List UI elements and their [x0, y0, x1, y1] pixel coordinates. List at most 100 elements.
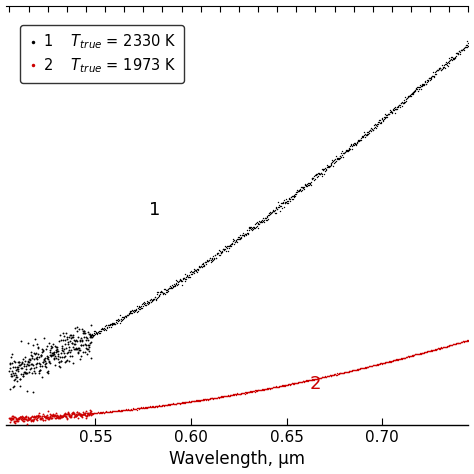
Point — [390, 105, 398, 112]
Point — [221, 245, 228, 252]
Point — [344, 146, 352, 154]
Point — [273, 204, 280, 211]
Point — [297, 378, 304, 386]
Point — [149, 296, 156, 304]
Point — [208, 395, 216, 402]
Point — [59, 412, 66, 419]
Point — [457, 338, 465, 346]
Point — [104, 408, 112, 416]
Point — [24, 358, 31, 365]
Point — [197, 262, 205, 269]
Point — [80, 327, 88, 335]
Point — [354, 137, 361, 145]
Point — [99, 409, 106, 416]
Point — [444, 342, 452, 349]
Point — [45, 358, 53, 366]
Point — [69, 410, 76, 418]
Point — [155, 402, 163, 410]
Point — [63, 410, 70, 418]
Point — [312, 170, 319, 178]
Point — [7, 370, 15, 377]
Point — [396, 356, 403, 363]
Point — [19, 372, 27, 380]
Point — [449, 55, 457, 63]
Point — [407, 352, 415, 359]
Point — [276, 383, 284, 390]
Point — [142, 404, 150, 411]
Point — [251, 225, 258, 232]
Point — [183, 272, 191, 280]
Point — [46, 357, 53, 365]
Point — [26, 415, 33, 423]
Point — [267, 209, 275, 216]
Point — [300, 378, 307, 385]
Point — [149, 295, 157, 302]
Point — [26, 355, 34, 363]
Point — [91, 328, 98, 335]
Point — [171, 401, 179, 408]
Point — [141, 301, 148, 309]
Point — [279, 199, 286, 207]
Point — [48, 342, 55, 349]
Point — [213, 249, 221, 256]
Point — [425, 74, 432, 82]
Point — [153, 290, 161, 298]
Point — [22, 412, 30, 420]
Point — [31, 351, 39, 358]
Point — [128, 406, 136, 414]
Point — [94, 328, 101, 336]
Point — [45, 339, 53, 347]
Point — [133, 303, 141, 310]
Point — [138, 304, 146, 312]
Point — [21, 413, 28, 420]
Point — [59, 347, 66, 355]
Point — [123, 406, 131, 414]
Point — [233, 390, 241, 397]
Point — [404, 353, 411, 360]
Point — [20, 362, 27, 369]
Point — [23, 369, 30, 377]
Point — [309, 174, 317, 182]
Point — [6, 385, 13, 392]
Point — [340, 369, 348, 376]
Point — [453, 50, 460, 57]
Point — [427, 347, 434, 355]
Point — [336, 154, 344, 162]
Point — [33, 414, 41, 421]
Point — [102, 321, 109, 329]
Point — [345, 146, 352, 154]
Point — [135, 404, 143, 412]
Point — [52, 343, 60, 351]
Point — [376, 360, 384, 367]
Point — [195, 397, 202, 404]
Point — [64, 338, 72, 346]
Point — [109, 408, 116, 415]
Point — [328, 372, 336, 379]
Point — [105, 408, 113, 416]
Point — [138, 404, 146, 411]
Point — [316, 170, 324, 178]
Point — [450, 55, 458, 63]
Point — [122, 312, 130, 319]
Point — [368, 362, 375, 370]
Point — [173, 281, 181, 289]
Point — [105, 323, 112, 330]
Point — [161, 285, 169, 293]
Point — [201, 395, 209, 403]
Point — [18, 358, 26, 366]
Point — [331, 371, 338, 378]
Point — [40, 410, 47, 418]
Point — [180, 274, 188, 282]
Point — [388, 108, 395, 115]
Point — [208, 257, 216, 264]
Point — [53, 411, 61, 419]
Point — [35, 412, 43, 420]
Point — [204, 395, 212, 402]
Point — [64, 409, 72, 417]
Point — [413, 85, 420, 92]
Point — [65, 411, 73, 419]
Point — [84, 328, 92, 336]
Point — [52, 346, 59, 354]
Point — [38, 412, 46, 420]
Point — [172, 400, 179, 408]
